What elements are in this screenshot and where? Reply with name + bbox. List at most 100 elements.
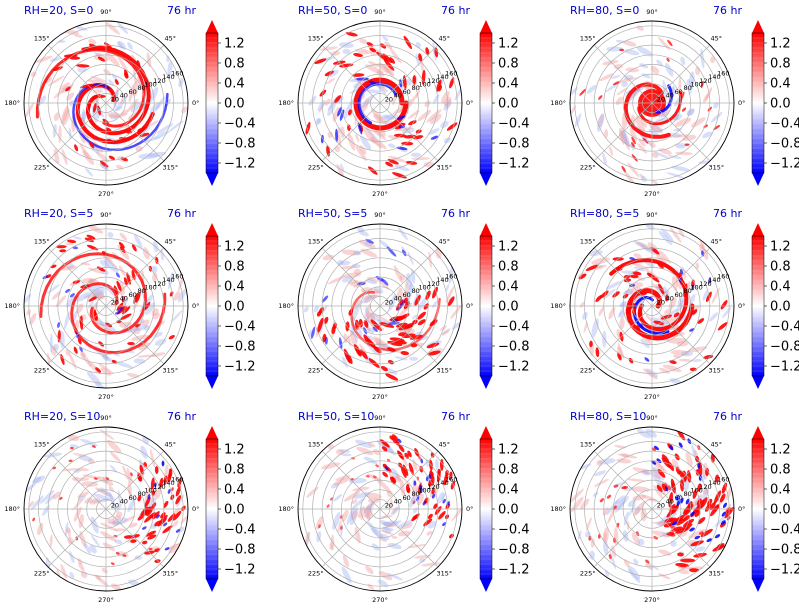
convective-cell bbox=[722, 502, 728, 508]
field-speckle bbox=[624, 287, 642, 295]
field-speckle bbox=[441, 493, 446, 501]
radial-tick-label: 80 bbox=[684, 490, 692, 498]
field-speckle bbox=[87, 301, 94, 309]
colorbar: 1.2 0.8 0.4 0.0 −0.4 −0.8 −1.2 bbox=[751, 223, 799, 389]
field-speckle bbox=[386, 520, 402, 525]
convective-cell bbox=[685, 498, 690, 505]
field-speckle bbox=[627, 162, 640, 178]
field-speckle bbox=[691, 359, 702, 362]
field-speckle bbox=[437, 492, 445, 504]
field-speckle bbox=[109, 491, 116, 510]
radial-tick-label: 100 bbox=[144, 284, 156, 292]
convective-cell bbox=[666, 58, 670, 62]
convective-cell bbox=[599, 290, 609, 299]
field-speckle bbox=[153, 265, 158, 273]
field-speckle bbox=[47, 75, 65, 86]
convective-cell bbox=[417, 319, 426, 326]
field-speckle bbox=[115, 503, 122, 513]
field-speckle bbox=[651, 530, 671, 538]
convective-cell bbox=[145, 530, 157, 537]
convective-cell bbox=[394, 340, 407, 345]
angular-gridline bbox=[651, 44, 711, 104]
field-speckle bbox=[650, 470, 661, 480]
radial-tick-label: 40 bbox=[120, 498, 128, 506]
field-speckle bbox=[304, 531, 310, 545]
angular-gridline bbox=[105, 247, 165, 307]
field-speckle bbox=[128, 579, 139, 586]
convective-cell bbox=[351, 457, 355, 460]
convective-cell bbox=[177, 477, 182, 488]
convective-cell bbox=[335, 128, 339, 143]
field-speckle bbox=[359, 38, 368, 44]
radial-tick-label: 100 bbox=[690, 284, 702, 292]
field-speckle bbox=[570, 488, 584, 503]
field-speckle bbox=[112, 515, 122, 521]
field-speckle bbox=[390, 467, 400, 480]
angle-tick-label: 90° bbox=[374, 211, 386, 219]
radial-tick-label: 120 bbox=[153, 483, 165, 491]
field-speckle bbox=[168, 271, 174, 290]
angle-tick-label: 0° bbox=[738, 99, 745, 107]
field-speckle bbox=[623, 130, 631, 148]
field-speckle bbox=[78, 513, 84, 529]
field-speckle bbox=[396, 287, 403, 302]
field-speckle bbox=[333, 493, 343, 502]
convective-cell bbox=[147, 494, 151, 500]
colorbar-tick-label: 0.8 bbox=[770, 57, 791, 72]
field-speckle bbox=[705, 87, 713, 101]
radial-tick-label: 20 bbox=[385, 501, 393, 509]
convective-cell bbox=[363, 334, 371, 345]
convective-cell bbox=[69, 446, 74, 450]
field-speckle bbox=[366, 276, 379, 283]
field-speckle bbox=[337, 259, 344, 266]
field-speckle bbox=[366, 507, 373, 521]
field-speckle bbox=[103, 258, 119, 273]
panel-title-right: 76 hr bbox=[713, 410, 742, 423]
field-speckle bbox=[321, 304, 328, 315]
field-speckle bbox=[128, 83, 135, 103]
panel-title-right: 76 hr bbox=[441, 4, 470, 17]
field-speckle bbox=[649, 142, 656, 148]
panel-title-left: RH=20, S=0 bbox=[24, 4, 93, 17]
field-speckle bbox=[680, 56, 686, 66]
angle-tick-label: 135° bbox=[580, 35, 596, 43]
field-speckle bbox=[415, 41, 421, 49]
field-speckle bbox=[138, 153, 159, 160]
field-speckle bbox=[134, 234, 143, 249]
field-speckle bbox=[661, 228, 674, 243]
radial-tick-label: 20 bbox=[657, 95, 665, 103]
field-speckle bbox=[702, 487, 709, 495]
panel-title-right: 76 hr bbox=[441, 410, 470, 423]
angular-gridline bbox=[593, 44, 653, 104]
colorbar-tick-label: 0.4 bbox=[224, 77, 245, 92]
convective-cell bbox=[105, 127, 112, 132]
convective-cell bbox=[717, 322, 728, 331]
field-speckle bbox=[400, 523, 413, 530]
convective-cell bbox=[660, 314, 672, 320]
convective-cell bbox=[683, 283, 688, 298]
colorbar-tick-label: −0.4 bbox=[498, 523, 530, 538]
radial-tick-label: 100 bbox=[418, 81, 430, 89]
field-speckle bbox=[80, 570, 88, 579]
radial-tick-label: 120 bbox=[153, 77, 165, 85]
field-speckle bbox=[633, 253, 642, 259]
spiral-band bbox=[350, 290, 441, 352]
colorbar-tick-label: 1.2 bbox=[770, 443, 791, 458]
field-speckle bbox=[669, 227, 682, 243]
convective-cell bbox=[680, 91, 685, 101]
angular-gridline bbox=[651, 305, 711, 365]
convective-cell bbox=[408, 462, 414, 475]
field-speckle bbox=[115, 106, 123, 111]
angular-gridline bbox=[379, 44, 439, 104]
field-speckle bbox=[34, 475, 46, 484]
convective-cell bbox=[389, 57, 395, 64]
field-speckle bbox=[62, 108, 70, 126]
convective-cell bbox=[318, 524, 321, 529]
field-speckle bbox=[671, 458, 679, 469]
colorbar-tick-label: −0.4 bbox=[770, 117, 799, 132]
convective-cell bbox=[337, 106, 343, 117]
field-speckle bbox=[633, 558, 639, 565]
angular-gridline bbox=[47, 450, 107, 510]
field-speckle bbox=[74, 25, 88, 31]
